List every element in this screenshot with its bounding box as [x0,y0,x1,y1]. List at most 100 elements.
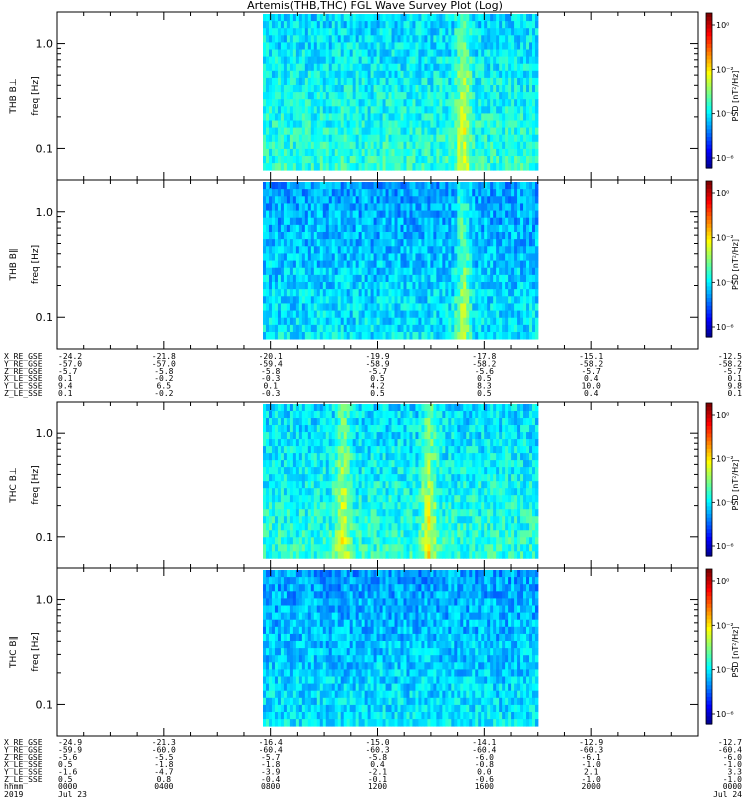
spectrogram-cell [289,516,294,524]
spectrogram-cell [391,289,395,297]
spectrogram-cell [331,282,336,290]
spectrogram-cell [418,239,422,247]
spectrogram-cell [361,56,366,65]
spectrogram-cell [460,324,464,333]
spectrogram-cell [274,203,279,211]
spectrogram-cell [400,260,404,269]
spectrogram-cell [292,217,297,226]
spectrogram-cell [349,530,354,538]
spectrogram-cell [436,77,440,86]
spectrogram-cell [263,141,267,150]
spectrogram-cell [265,439,270,447]
spectrogram-cell [289,453,294,461]
spectrogram-cell [460,296,464,304]
spectrogram-cell [499,77,503,86]
spectrogram-cell [481,289,485,297]
spectrogram-cell [439,77,443,86]
spectrogram-cell [493,310,497,319]
spectrogram-cell [511,196,515,204]
spectrogram-cell [484,70,488,79]
spectrogram-cell [373,35,377,43]
spectrogram-cell [349,203,354,211]
spectrogram-cell [301,232,306,240]
spectrogram-cell [263,289,267,297]
spectrogram-cell [505,274,509,283]
spectrogram-cell [406,28,410,36]
spectrogram-cell [379,303,383,311]
spectrogram-cell [280,85,285,93]
spectrogram-cell [346,99,351,107]
spectrogram-cell [265,474,270,482]
spectrogram-cell [379,317,383,326]
spectrogram-cell [382,49,386,57]
spectrogram-cell [412,296,416,304]
spectrogram-cell [532,217,536,226]
spectrogram-cell [322,432,327,440]
spectrogram-cell [316,134,321,143]
spectrogram-cell [355,182,360,190]
spectrogram-cell [292,49,297,57]
spectrogram-cell [271,163,276,171]
spectrogram-cell [301,495,306,503]
spectrogram-cell [334,303,339,311]
spectrogram-cell [268,303,273,311]
spectrogram-cell [388,156,392,164]
spectrogram-cell [448,85,452,93]
spectrogram-cell [358,488,363,496]
spectrogram-cell [310,217,315,226]
spectrogram-cell [298,260,303,269]
spectrogram-cell [337,14,342,22]
spectrogram-cell [451,106,455,114]
spectrogram-cell [502,77,506,86]
spectrogram-cell [313,289,318,297]
spectrogram-cell [319,260,324,269]
spectrogram-cell [475,274,479,283]
spectrogram-cell [277,303,282,311]
spectrogram-cell [376,203,380,211]
spectrogram-cell [337,203,342,211]
spectrogram-cell [358,196,363,204]
spectrogram-cell [439,156,443,164]
colorbar-cell [706,148,712,154]
spectrogram-cell [511,127,515,136]
spectrogram-cell [355,113,360,121]
spectrogram-cell [352,296,357,304]
spectrogram-cell [322,217,327,226]
spectrogram-cell [328,418,333,426]
spectrogram-cell [439,317,443,326]
spectrogram-cell [520,217,524,226]
spectrogram-cell [388,274,392,283]
spectrogram-cell [430,267,434,276]
spectrogram-cell [481,106,485,114]
spectrogram-cell [499,324,503,333]
spectrogram-cell [346,446,351,454]
colorbar-cell [706,137,712,142]
spectrogram-cell [334,495,339,503]
spectrogram-cell [304,134,309,143]
spectrogram-cell [265,163,270,171]
spectrogram-cell [313,217,318,226]
spectrogram-cell [511,282,515,290]
spectrogram-cell [400,253,404,261]
spectrogram-cell [364,324,369,333]
spectrogram-cell [322,324,327,333]
spectrogram-cell [298,530,303,538]
spectrogram-cell [532,274,536,283]
spectrogram-cell [499,282,503,290]
spectrogram-cell [466,127,470,136]
spectrogram-cell [415,303,419,311]
spectrogram-cell [373,134,377,143]
spectrogram-cell [361,70,366,79]
spectrogram-cell [268,296,273,304]
spectrogram-cell [445,246,449,254]
spectrogram-cell [364,217,369,226]
spectrogram-cell [400,63,404,72]
spectrogram-cell [295,189,300,197]
spectrogram-cell [355,537,360,545]
spectrogram-cell [358,127,363,136]
spectrogram-cell [472,267,476,276]
spectrogram-cell [280,56,285,65]
spectrogram-cell [373,148,377,157]
spectrogram-cell [394,282,398,290]
spectrogram-cell [406,196,410,204]
